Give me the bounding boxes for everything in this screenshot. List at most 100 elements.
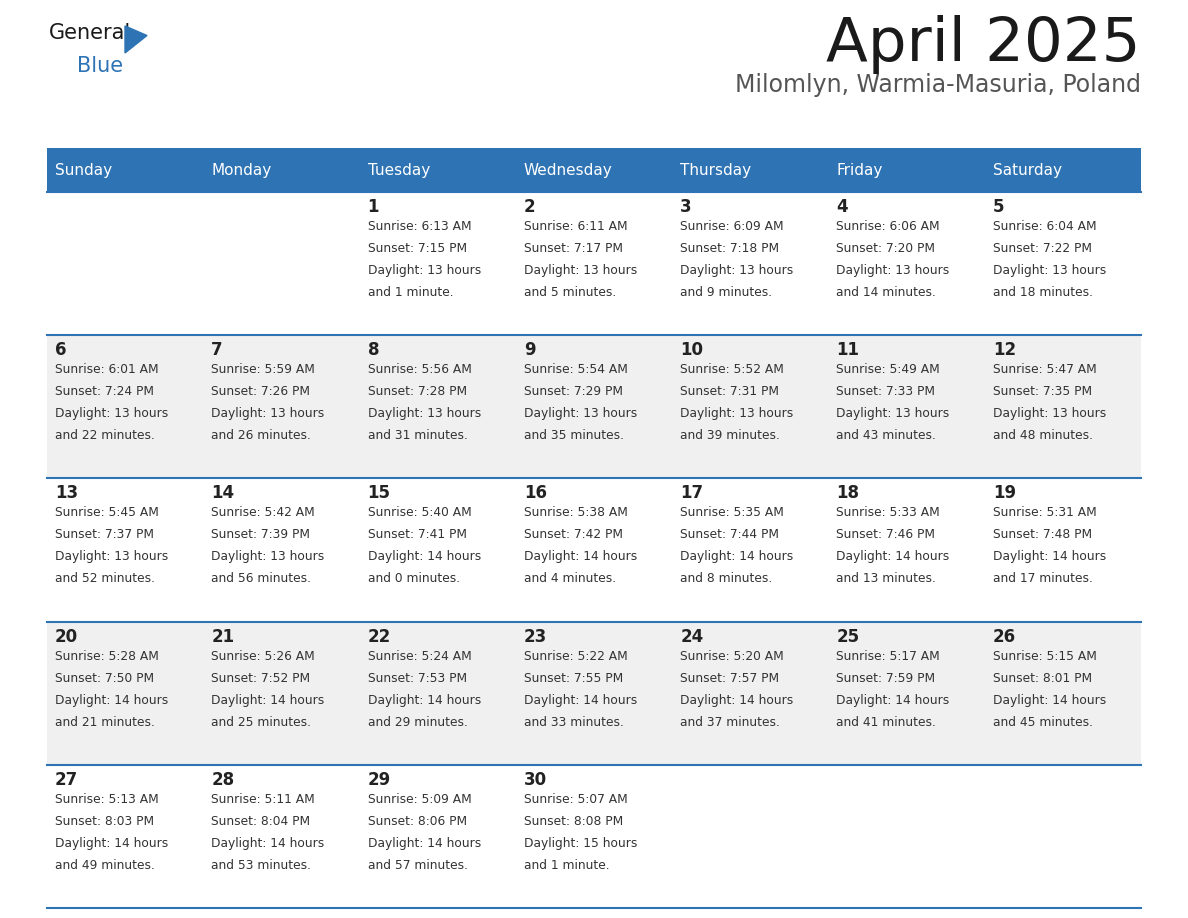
Text: Sunset: 7:17 PM: Sunset: 7:17 PM — [524, 242, 623, 255]
Text: Daylight: 14 hours: Daylight: 14 hours — [55, 694, 169, 707]
Text: Blue: Blue — [77, 56, 124, 76]
Text: 19: 19 — [993, 485, 1016, 502]
Text: Sunrise: 5:49 AM: Sunrise: 5:49 AM — [836, 364, 940, 376]
Text: 7: 7 — [211, 341, 223, 359]
Text: and 26 minutes.: and 26 minutes. — [211, 430, 311, 442]
Text: Sunrise: 5:09 AM: Sunrise: 5:09 AM — [367, 793, 472, 806]
Text: and 29 minutes.: and 29 minutes. — [367, 716, 467, 729]
Text: Wednesday: Wednesday — [524, 162, 613, 177]
Text: Sunrise: 5:11 AM: Sunrise: 5:11 AM — [211, 793, 315, 806]
Text: and 4 minutes.: and 4 minutes. — [524, 573, 617, 586]
Text: and 49 minutes.: and 49 minutes. — [55, 859, 154, 872]
Text: Sunrise: 5:47 AM: Sunrise: 5:47 AM — [993, 364, 1097, 376]
Text: Thursday: Thursday — [681, 162, 751, 177]
Text: Sunrise: 5:35 AM: Sunrise: 5:35 AM — [681, 507, 784, 520]
Text: Sunset: 7:35 PM: Sunset: 7:35 PM — [993, 386, 1092, 398]
Text: and 33 minutes.: and 33 minutes. — [524, 716, 624, 729]
Text: Daylight: 14 hours: Daylight: 14 hours — [211, 837, 324, 850]
Text: Sunrise: 6:11 AM: Sunrise: 6:11 AM — [524, 220, 627, 233]
FancyBboxPatch shape — [48, 335, 1140, 478]
Text: 21: 21 — [211, 628, 234, 645]
Text: and 39 minutes.: and 39 minutes. — [681, 430, 781, 442]
Text: April 2025: April 2025 — [827, 15, 1140, 74]
Text: Sunrise: 5:52 AM: Sunrise: 5:52 AM — [681, 364, 784, 376]
Text: Daylight: 14 hours: Daylight: 14 hours — [367, 694, 481, 707]
Text: 10: 10 — [681, 341, 703, 359]
FancyBboxPatch shape — [48, 148, 1140, 152]
Text: Tuesday: Tuesday — [367, 162, 430, 177]
Text: 14: 14 — [211, 485, 234, 502]
Text: Sunrise: 5:33 AM: Sunrise: 5:33 AM — [836, 507, 940, 520]
Text: Sunset: 7:24 PM: Sunset: 7:24 PM — [55, 386, 154, 398]
Text: Sunset: 7:28 PM: Sunset: 7:28 PM — [367, 386, 467, 398]
Text: Sunrise: 5:42 AM: Sunrise: 5:42 AM — [211, 507, 315, 520]
Text: 13: 13 — [55, 485, 78, 502]
Text: 20: 20 — [55, 628, 78, 645]
Text: and 1 minute.: and 1 minute. — [524, 859, 609, 872]
Text: 9: 9 — [524, 341, 536, 359]
Text: Sunset: 7:33 PM: Sunset: 7:33 PM — [836, 386, 935, 398]
Text: Sunset: 7:50 PM: Sunset: 7:50 PM — [55, 672, 154, 685]
Text: and 48 minutes.: and 48 minutes. — [993, 430, 1093, 442]
Polygon shape — [125, 26, 147, 53]
Text: and 21 minutes.: and 21 minutes. — [55, 716, 154, 729]
Text: and 57 minutes.: and 57 minutes. — [367, 859, 468, 872]
Text: 8: 8 — [367, 341, 379, 359]
Text: Sunrise: 5:22 AM: Sunrise: 5:22 AM — [524, 650, 627, 663]
Text: Daylight: 13 hours: Daylight: 13 hours — [211, 551, 324, 564]
Text: Daylight: 14 hours: Daylight: 14 hours — [367, 551, 481, 564]
Text: 30: 30 — [524, 771, 546, 789]
Text: and 14 minutes.: and 14 minutes. — [836, 286, 936, 299]
Text: Daylight: 13 hours: Daylight: 13 hours — [524, 264, 637, 277]
Text: Sunrise: 5:26 AM: Sunrise: 5:26 AM — [211, 650, 315, 663]
Text: 6: 6 — [55, 341, 67, 359]
Text: and 43 minutes.: and 43 minutes. — [836, 430, 936, 442]
Text: 15: 15 — [367, 485, 391, 502]
FancyBboxPatch shape — [48, 765, 1140, 908]
Text: Sunset: 7:15 PM: Sunset: 7:15 PM — [367, 242, 467, 255]
Text: Sunrise: 6:06 AM: Sunrise: 6:06 AM — [836, 220, 940, 233]
Text: Daylight: 14 hours: Daylight: 14 hours — [993, 551, 1106, 564]
Text: Daylight: 13 hours: Daylight: 13 hours — [993, 264, 1106, 277]
Text: Sunset: 7:57 PM: Sunset: 7:57 PM — [681, 672, 779, 685]
Text: Sunset: 7:22 PM: Sunset: 7:22 PM — [993, 242, 1092, 255]
Text: Sunrise: 5:20 AM: Sunrise: 5:20 AM — [681, 650, 784, 663]
Text: and 45 minutes.: and 45 minutes. — [993, 716, 1093, 729]
Text: Daylight: 15 hours: Daylight: 15 hours — [524, 837, 637, 850]
Text: 27: 27 — [55, 771, 78, 789]
Text: Sunset: 8:04 PM: Sunset: 8:04 PM — [211, 815, 310, 828]
FancyBboxPatch shape — [48, 478, 1140, 621]
Text: Sunset: 7:41 PM: Sunset: 7:41 PM — [367, 529, 467, 542]
Text: and 53 minutes.: and 53 minutes. — [211, 859, 311, 872]
Text: 3: 3 — [681, 198, 691, 216]
Text: Sunrise: 6:01 AM: Sunrise: 6:01 AM — [55, 364, 159, 376]
Text: Sunset: 8:08 PM: Sunset: 8:08 PM — [524, 815, 624, 828]
Text: Sunrise: 5:15 AM: Sunrise: 5:15 AM — [993, 650, 1097, 663]
Text: and 52 minutes.: and 52 minutes. — [55, 573, 154, 586]
Text: Sunset: 7:52 PM: Sunset: 7:52 PM — [211, 672, 310, 685]
Text: Sunrise: 5:59 AM: Sunrise: 5:59 AM — [211, 364, 315, 376]
Text: and 8 minutes.: and 8 minutes. — [681, 573, 772, 586]
Text: Daylight: 13 hours: Daylight: 13 hours — [367, 408, 481, 420]
Text: 12: 12 — [993, 341, 1016, 359]
Text: Daylight: 13 hours: Daylight: 13 hours — [55, 408, 169, 420]
Text: Sunset: 7:20 PM: Sunset: 7:20 PM — [836, 242, 935, 255]
Text: Sunrise: 5:17 AM: Sunrise: 5:17 AM — [836, 650, 940, 663]
Text: 29: 29 — [367, 771, 391, 789]
Text: Daylight: 14 hours: Daylight: 14 hours — [993, 694, 1106, 707]
Text: Sunrise: 5:54 AM: Sunrise: 5:54 AM — [524, 364, 627, 376]
Text: Daylight: 14 hours: Daylight: 14 hours — [836, 551, 949, 564]
Text: Sunset: 7:29 PM: Sunset: 7:29 PM — [524, 386, 623, 398]
Text: and 18 minutes.: and 18 minutes. — [993, 286, 1093, 299]
Text: Sunrise: 5:28 AM: Sunrise: 5:28 AM — [55, 650, 159, 663]
Text: and 9 minutes.: and 9 minutes. — [681, 286, 772, 299]
Text: Sunrise: 5:45 AM: Sunrise: 5:45 AM — [55, 507, 159, 520]
Text: Daylight: 14 hours: Daylight: 14 hours — [681, 694, 794, 707]
Text: Sunset: 7:31 PM: Sunset: 7:31 PM — [681, 386, 779, 398]
Text: 18: 18 — [836, 485, 859, 502]
Text: Friday: Friday — [836, 162, 883, 177]
Text: 2: 2 — [524, 198, 536, 216]
Text: Sunset: 8:01 PM: Sunset: 8:01 PM — [993, 672, 1092, 685]
Text: and 17 minutes.: and 17 minutes. — [993, 573, 1093, 586]
Text: Sunset: 7:55 PM: Sunset: 7:55 PM — [524, 672, 624, 685]
